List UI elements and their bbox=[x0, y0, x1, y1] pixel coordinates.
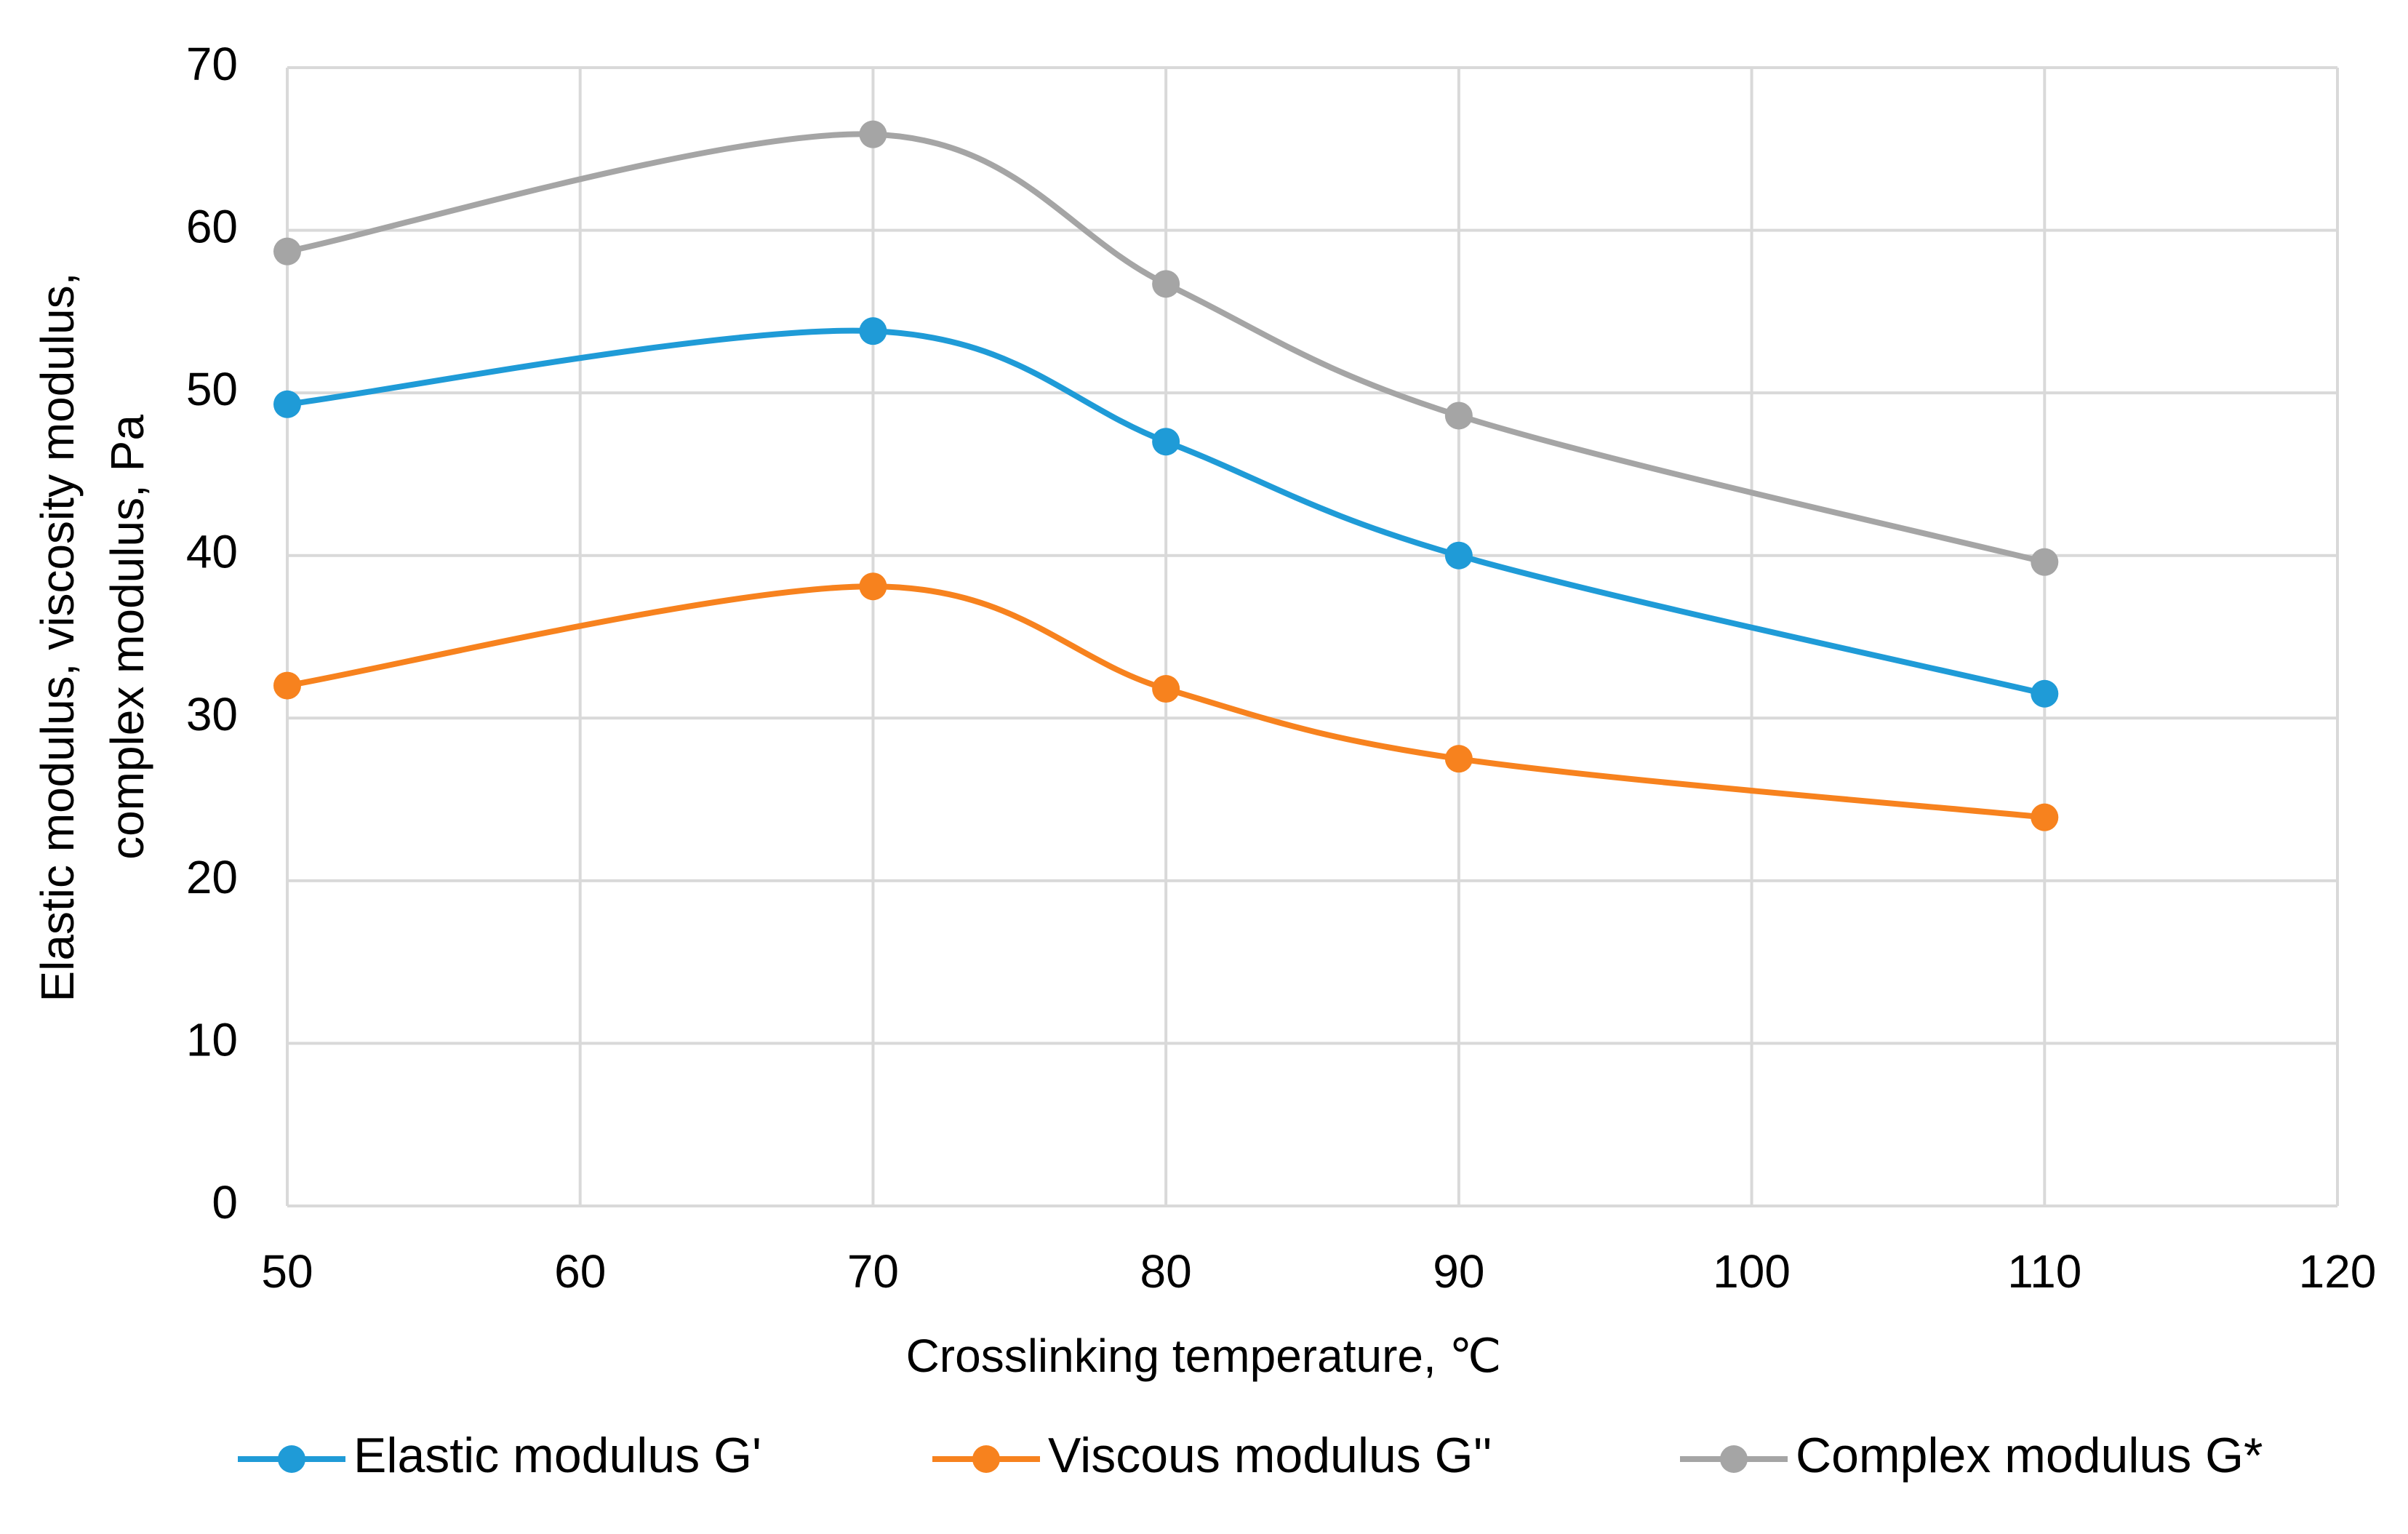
y-tick-label: 20 bbox=[186, 851, 238, 903]
y-axis-label: complex modulus, Pa bbox=[101, 415, 153, 860]
data-point bbox=[859, 120, 887, 148]
legend-marker bbox=[1720, 1445, 1748, 1473]
x-tick-label: 50 bbox=[261, 1245, 313, 1298]
data-point bbox=[1444, 541, 1473, 570]
x-tick-label: 60 bbox=[554, 1245, 606, 1298]
legend-marker bbox=[972, 1445, 1000, 1473]
y-tick-label: 30 bbox=[186, 688, 238, 740]
data-point bbox=[1444, 402, 1473, 430]
y-axis-label: Elastic modulus, viscosity modulus, bbox=[31, 272, 84, 1002]
data-point bbox=[1444, 745, 1473, 773]
data-point bbox=[2031, 548, 2059, 576]
x-tick-label: 90 bbox=[1433, 1245, 1484, 1298]
x-tick-label: 70 bbox=[847, 1245, 899, 1298]
data-point bbox=[1152, 428, 1180, 456]
y-tick-label: 40 bbox=[186, 526, 238, 578]
legend: Elastic modulus G' Viscous modulus G'' Com… bbox=[238, 1428, 2263, 1483]
y-tick-label: 10 bbox=[186, 1013, 238, 1066]
x-tick-label: 110 bbox=[2007, 1245, 2081, 1298]
data-point bbox=[273, 671, 301, 700]
data-point bbox=[273, 237, 301, 265]
y-tick-label: 50 bbox=[186, 363, 238, 415]
data-point bbox=[2031, 803, 2059, 831]
data-point bbox=[859, 572, 887, 601]
y-tick-label: 60 bbox=[186, 200, 238, 252]
data-point bbox=[273, 390, 301, 418]
legend-label: Viscous modulus G'' bbox=[1048, 1428, 1492, 1483]
legend-marker bbox=[278, 1445, 305, 1473]
y-tick-label: 0 bbox=[212, 1176, 238, 1229]
x-tick-label: 120 bbox=[2299, 1245, 2377, 1298]
x-tick-label: 80 bbox=[1140, 1245, 1192, 1298]
x-tick-label: 100 bbox=[1713, 1245, 1791, 1298]
y-tick-label: 70 bbox=[186, 38, 238, 90]
data-point bbox=[1152, 675, 1180, 703]
data-point bbox=[859, 317, 887, 345]
legend-label: Complex modulus G* bbox=[1796, 1428, 2263, 1483]
data-point bbox=[1152, 270, 1180, 298]
legend-label: Elastic modulus G' bbox=[353, 1428, 761, 1483]
x-axis-label: Crosslinking temperature, ℃ bbox=[906, 1330, 1502, 1382]
data-point bbox=[2031, 679, 2059, 708]
